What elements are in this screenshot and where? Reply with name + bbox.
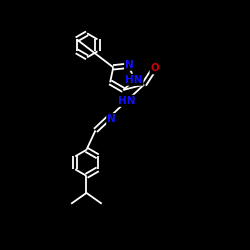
Text: HN: HN [118,96,136,106]
Text: N: N [107,114,116,124]
Text: O: O [150,63,159,73]
Text: N: N [125,60,134,70]
Text: HN: HN [125,75,142,85]
